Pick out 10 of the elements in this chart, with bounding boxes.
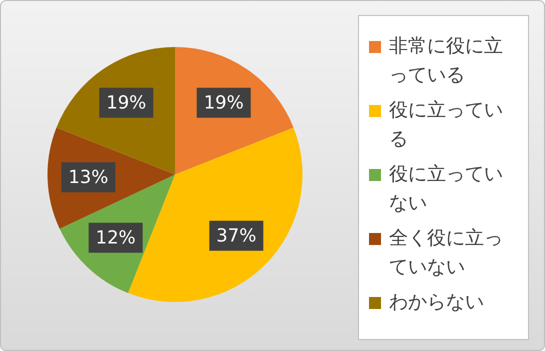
- data-label: 12%: [96, 227, 136, 248]
- data-label: 37%: [216, 225, 256, 246]
- data-label: 19%: [106, 92, 146, 114]
- legend-label: 非常に役に立っている: [389, 34, 504, 88]
- legend-label: わからない: [389, 290, 484, 315]
- legend-label: 全く役に立っていない: [389, 226, 504, 280]
- data-label: 19%: [204, 92, 244, 114]
- legend-label: 役に立っている: [389, 98, 504, 152]
- data-label: 13%: [68, 166, 108, 188]
- legend-label: 役に立っていない: [389, 162, 504, 216]
